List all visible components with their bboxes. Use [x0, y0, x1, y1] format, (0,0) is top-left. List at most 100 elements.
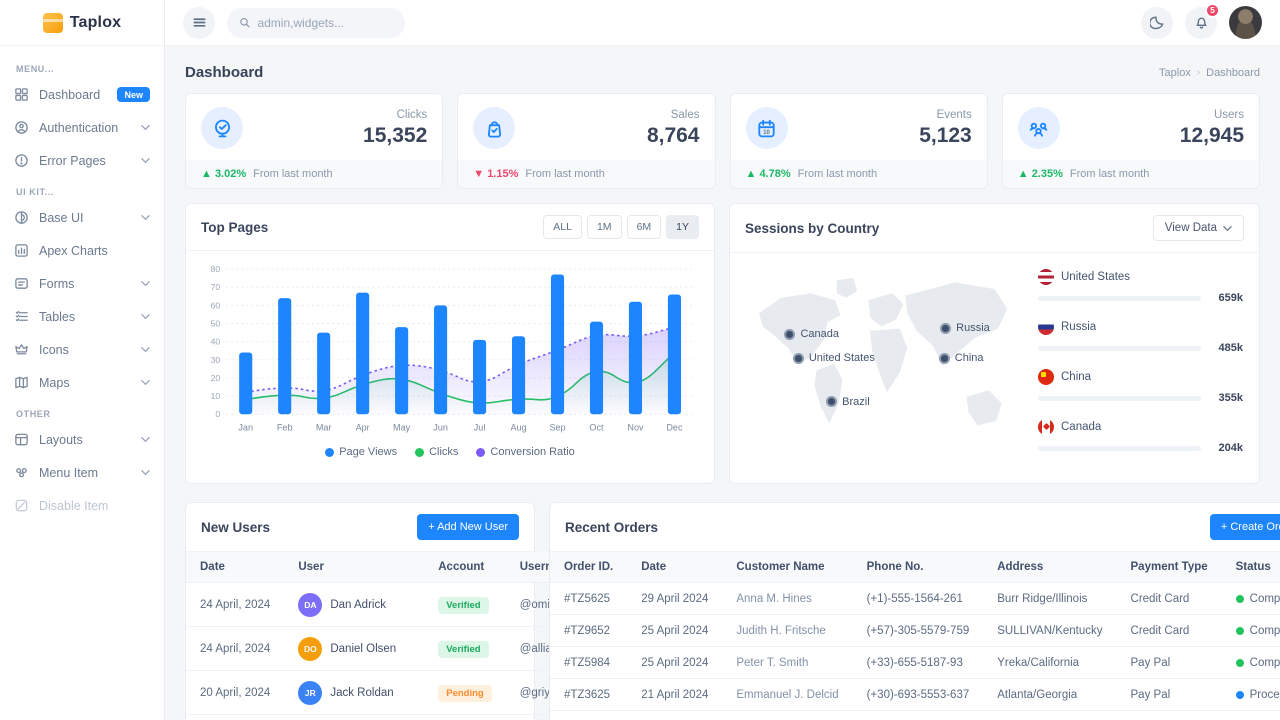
country-row-cn: China 355k — [1038, 369, 1243, 404]
sidebar-item-menu-item[interactable]: Menu Item — [0, 456, 164, 489]
map-marker-canada[interactable]: Canada — [784, 328, 839, 340]
customer-name: Anna M. Hines — [722, 582, 853, 615]
chart-legend: Page Views Clicks Conversion Ratio — [198, 444, 702, 468]
map-marker-label: Canada — [800, 328, 840, 341]
svg-text:10: 10 — [211, 391, 221, 401]
chart-range-tab-6m[interactable]: 6M — [626, 215, 662, 239]
column-header: Address — [983, 552, 1117, 583]
sidebar-item-forms[interactable]: Forms — [0, 267, 164, 300]
table-row[interactable]: #TZ8652 18 April 2024 William J. Cook (+… — [550, 710, 1280, 720]
view-data-label: View Data — [1164, 222, 1217, 234]
svg-text:Jun: Jun — [433, 422, 448, 432]
legend-item-conversion-ratio[interactable]: Conversion Ratio — [476, 446, 575, 458]
brand-logo[interactable]: Taplox — [0, 0, 164, 46]
map-marker-russia[interactable]: Russia — [940, 322, 990, 334]
country-name: Canada — [1061, 421, 1102, 433]
sessions-by-country-card: Sessions by Country View Data — [729, 203, 1260, 484]
chart-range-tab-all[interactable]: ALL — [543, 215, 582, 239]
sessions-title: Sessions by Country — [745, 220, 880, 236]
country-row-ru: Russia 485k — [1038, 319, 1243, 354]
chevron-down-icon — [141, 123, 150, 132]
map-marker-dot — [940, 322, 952, 334]
country-progress-bar — [1038, 395, 1201, 401]
table-row[interactable]: #TZ5984 25 April 2024 Peter T. Smith (+3… — [550, 646, 1280, 679]
legend-item-clicks[interactable]: Clicks — [415, 446, 458, 458]
table-row[interactable]: 20 April, 2024 JR Jack Roldan Pending @gr… — [186, 670, 590, 715]
chart-range-tab-1m[interactable]: 1M — [586, 215, 622, 239]
sidebar-item-maps[interactable]: Maps — [0, 366, 164, 399]
svg-text:0: 0 — [215, 409, 220, 419]
order-status: Processing — [1249, 688, 1280, 701]
column-header: Account — [424, 552, 506, 583]
phone: (+91)-855-5446-150 — [852, 710, 984, 720]
chevron-down-icon — [141, 345, 150, 354]
status-dot — [1235, 594, 1244, 603]
stat-value: 8,764 — [646, 123, 700, 147]
new-badge: New — [117, 87, 150, 102]
username: @reffon — [505, 714, 590, 720]
breadcrumb: Taplox › Dashboard — [1159, 67, 1260, 79]
world-map-shape — [758, 278, 1008, 426]
sidebar-item-label: Layouts — [39, 432, 83, 447]
table-row[interactable]: #TZ3625 21 April 2024 Emmanuel J. Delcid… — [550, 678, 1280, 711]
recent-orders-header: Recent Orders + Create Order — [550, 503, 1280, 552]
country-name: China — [1061, 371, 1092, 383]
sidebar-item-error-pages[interactable]: Error Pages — [0, 144, 164, 177]
page-content: Dashboard Taplox › Dashboard Clicks 15,3… — [165, 46, 1280, 720]
avatar: JR — [298, 680, 323, 705]
map-marker-dot — [792, 352, 804, 364]
sidebar-item-base-ui[interactable]: Base UI — [0, 201, 164, 234]
user-avatar[interactable] — [1229, 6, 1262, 39]
map-marker-brazil[interactable]: Brazil — [826, 396, 870, 408]
sidebar-section-label: UI KIT... — [16, 187, 54, 197]
user-date: 20 April, 2024 — [186, 670, 285, 715]
breadcrumb-root[interactable]: Taplox — [1159, 66, 1191, 79]
sidebar: Taplox MENU... Dashboard New Authenticati… — [0, 0, 165, 720]
address: Rosenberg/Texas — [983, 710, 1117, 720]
dark-mode-toggle-button[interactable] — [1141, 6, 1173, 39]
country-name: United States — [1061, 271, 1131, 283]
status-dot — [1235, 658, 1244, 667]
map-marker-united-states[interactable]: United States — [792, 352, 875, 364]
country-row-ca: Canada 204k — [1038, 419, 1243, 454]
sidebar-item-dashboard[interactable]: Dashboard New — [0, 78, 164, 111]
add-new-user-button[interactable]: + Add New User — [417, 514, 519, 540]
table-row[interactable]: 18 April, 2024 BCBetty Cox Verified @ref… — [186, 714, 590, 720]
map-marker-china[interactable]: China — [938, 352, 984, 364]
country-value: 204k — [1218, 442, 1243, 454]
sidebar-item-layouts[interactable]: Layouts — [0, 423, 164, 456]
table-row[interactable]: #TZ9652 25 April 2024 Judith H. Fritsche… — [550, 614, 1280, 647]
sidebar-item-apex-charts[interactable]: Apex Charts — [0, 234, 164, 267]
world-map: Canada United States Brazil Russia China — [746, 267, 1024, 465]
create-order-button[interactable]: + Create Order — [1209, 514, 1280, 540]
legend-item-page-views[interactable]: Page Views — [325, 446, 397, 458]
search-input[interactable] — [257, 15, 393, 30]
table-icon — [14, 309, 29, 324]
layout-icon — [14, 432, 29, 447]
svg-text:70: 70 — [211, 282, 221, 292]
column-header: Date — [186, 552, 285, 583]
table-row[interactable]: 24 April, 2024 DO Daniel Olsen Verified @… — [186, 626, 590, 671]
notifications-button[interactable]: 5 — [1185, 2, 1220, 39]
search-box[interactable] — [227, 7, 405, 38]
chart-range-tab-1y[interactable]: 1Y — [666, 215, 699, 239]
table-row[interactable]: #TZ5625 29 April 2024 Anna M. Hines (+1)… — [550, 582, 1280, 615]
phone: (+57)-305-5579-759 — [852, 614, 984, 647]
table-row[interactable]: 24 April, 2024 DA Dan Adrick Verified @om… — [186, 582, 590, 627]
stat-value: 5,123 — [919, 123, 972, 147]
stat-note: From last month — [525, 168, 605, 180]
stat-value: 12,945 — [1179, 123, 1244, 147]
phone: (+33)-655-5187-93 — [852, 646, 984, 679]
recent-orders-card: Recent Orders + Create Order Order ID.Da… — [549, 502, 1280, 720]
brand-logo-icon — [42, 12, 63, 33]
sidebar-section-label: OTHER — [16, 409, 51, 419]
hamburger-menu-button[interactable] — [183, 6, 215, 39]
sidebar-item-authentication[interactable]: Authentication — [0, 111, 164, 144]
svg-text:60: 60 — [211, 300, 221, 310]
view-data-dropdown-button[interactable]: View Data — [1152, 215, 1244, 241]
stat-label: Clicks — [396, 108, 428, 121]
sidebar-item-icons[interactable]: Icons — [0, 333, 164, 366]
stat-footer: ▲ 4.78% From last month — [730, 160, 987, 188]
stat-note: From last month — [1069, 168, 1150, 180]
sidebar-item-tables[interactable]: Tables — [0, 300, 164, 333]
